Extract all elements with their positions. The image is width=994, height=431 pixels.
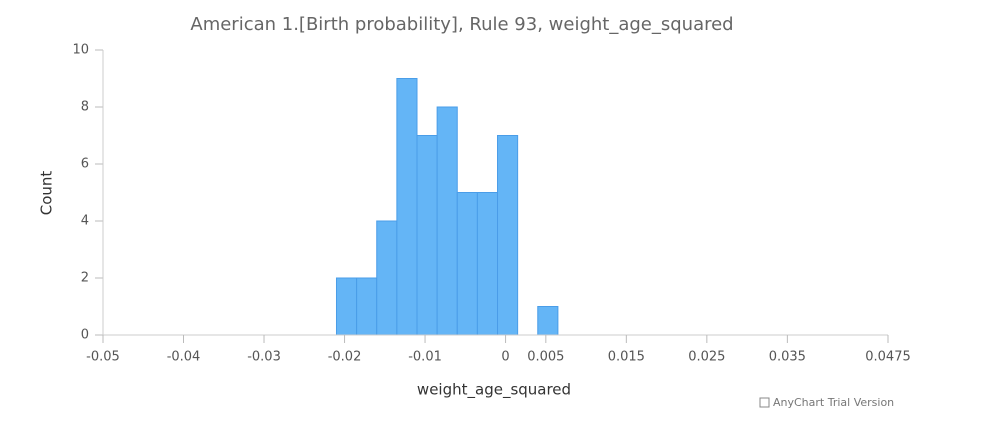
x-tick-label: 0.025 [688,350,725,365]
x-tick-label: -0.05 [86,350,120,365]
x-tick-label: -0.03 [247,350,281,365]
bar [376,220,398,336]
x-tick-label: 0.035 [769,350,806,365]
bar [396,78,418,336]
bar [436,106,458,336]
credit-icon [759,397,770,408]
x-tick-label: -0.02 [328,350,362,365]
bar [416,135,438,336]
chart-title: American 1.[Birth probability], Rule 93,… [190,14,733,35]
x-tick-label: 0 [501,350,509,365]
x-tick-label: 0.0475 [865,350,911,365]
bar [476,192,499,336]
x-axis-title: weight_age_squared [417,381,571,400]
x-tick-label: -0.04 [167,350,201,365]
bar [537,306,559,336]
y-tick-label: 0 [81,328,89,343]
x-tick-label: -0.01 [408,350,442,365]
bar [456,192,478,336]
y-tick-label: 6 [81,157,89,172]
x-tick-label: 0.015 [608,350,645,365]
y-tick-label: 2 [81,271,89,286]
y-axis-title: Count [38,171,56,216]
x-tick-label: 0.005 [527,350,564,365]
y-tick-label: 8 [81,100,89,115]
y-tick-label: 10 [72,43,89,58]
credit[interactable]: AnyChart Trial Version [773,396,894,409]
bar [335,277,358,336]
bar [356,277,378,336]
y-tick-label: 4 [81,214,89,229]
bar [497,135,519,336]
